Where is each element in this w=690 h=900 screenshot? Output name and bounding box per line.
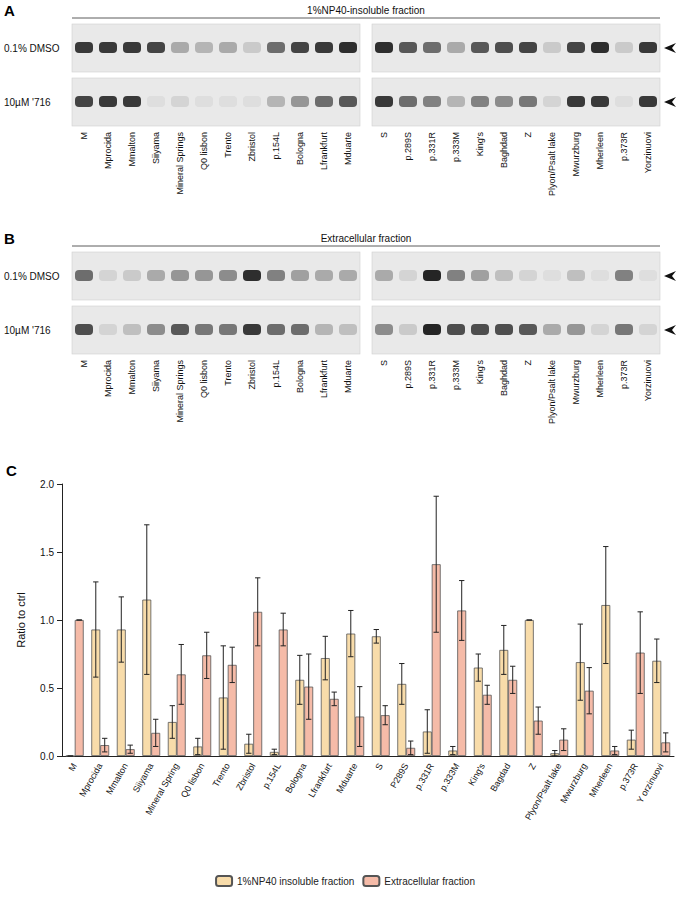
svg-text:Baghdad: Baghdad [499, 360, 509, 396]
svg-text:p.373R: p.373R [619, 360, 629, 390]
svg-text:Bologna: Bologna [295, 360, 305, 393]
svg-text:p.154L: p.154L [271, 360, 281, 388]
svg-text:Extracellular fraction: Extracellular fraction [384, 876, 475, 887]
svg-text:Baghdad: Baghdad [499, 132, 509, 168]
svg-text:Siiyama: Siiyama [131, 761, 156, 794]
svg-text:Mwurzburg: Mwurzburg [571, 360, 581, 405]
svg-text:Trento: Trento [211, 761, 232, 788]
svg-text:Mprocida: Mprocida [103, 132, 113, 169]
svg-text:M: M [79, 132, 89, 140]
svg-text:Mmalton: Mmalton [127, 132, 137, 167]
svg-text:Mduarte: Mduarte [343, 132, 353, 165]
svg-text:0.0: 0.0 [40, 751, 54, 762]
svg-text:Plyon/Psalt lake: Plyon/Psalt lake [523, 761, 564, 821]
svg-text:Lfrankfurt: Lfrankfurt [306, 761, 334, 799]
svg-text:1.0: 1.0 [40, 615, 54, 626]
svg-text:Mmalton: Mmalton [127, 360, 137, 395]
svg-text:2.0: 2.0 [40, 479, 54, 490]
svg-text:Plyon/Psalt lake: Plyon/Psalt lake [547, 360, 557, 424]
svg-text:Mherleen: Mherleen [595, 360, 605, 398]
svg-text:0.5: 0.5 [40, 683, 54, 694]
svg-text:Mprocida: Mprocida [103, 360, 113, 397]
svg-text:Lfrankfurt: Lfrankfurt [319, 360, 329, 399]
svg-text:p.289S: p.289S [403, 132, 413, 161]
svg-text:p.289S: p.289S [403, 360, 413, 389]
svg-text:King's: King's [466, 761, 487, 787]
svg-text:Siiyama: Siiyama [151, 132, 161, 164]
svg-text:Mduarte: Mduarte [334, 761, 359, 795]
svg-text:Q0 lisbon: Q0 lisbon [179, 761, 207, 799]
svg-text:Q0 lisbon: Q0 lisbon [199, 132, 209, 170]
svg-text:Zbristol: Zbristol [247, 360, 257, 390]
svg-text:p.373R: p.373R [617, 761, 640, 792]
svg-text:Mduarte: Mduarte [343, 360, 353, 393]
svg-text:M: M [67, 761, 79, 772]
svg-text:1%NP40-insoluble fraction: 1%NP40-insoluble fraction [307, 5, 425, 16]
svg-text:S: S [373, 761, 385, 771]
svg-text:Mwurzburg: Mwurzburg [558, 761, 589, 804]
svg-text:Mprocida: Mprocida [77, 761, 104, 798]
svg-text:Zbristol: Zbristol [247, 132, 257, 162]
svg-text:Lfrankfurt: Lfrankfurt [319, 132, 329, 171]
svg-text:1.5: 1.5 [40, 547, 54, 558]
svg-text:10µM '716: 10µM '716 [4, 325, 51, 336]
svg-text:p.373R: p.373R [619, 132, 629, 162]
svg-text:Y orzinuovi: Y orzinuovi [635, 761, 666, 804]
svg-text:Plyon/Psalt lake: Plyon/Psalt lake [547, 132, 557, 196]
svg-text:Ratio to ctrl: Ratio to ctrl [15, 592, 27, 648]
svg-text:Siiyama: Siiyama [151, 360, 161, 392]
svg-text:Mherleen: Mherleen [587, 761, 614, 798]
svg-text:Z: Z [527, 761, 539, 771]
svg-text:10µM '716: 10µM '716 [4, 97, 51, 108]
svg-text:Zbristol: Zbristol [234, 761, 257, 792]
svg-text:p.333M: p.333M [451, 132, 461, 162]
svg-text:p.154L: p.154L [271, 132, 281, 160]
svg-text:Trento: Trento [223, 360, 233, 386]
svg-text:Bologna: Bologna [295, 132, 305, 165]
svg-text:p.333M: p.333M [451, 360, 461, 390]
svg-text:Mineral Springs: Mineral Springs [175, 360, 185, 423]
svg-text:A: A [4, 2, 15, 19]
svg-text:p.331R: p.331R [413, 761, 436, 792]
svg-text:Bologna: Bologna [283, 761, 308, 795]
svg-text:Z: Z [523, 132, 533, 138]
svg-text:Trento: Trento [223, 132, 233, 158]
html-text:C: C [6, 462, 17, 479]
svg-text:0.1% DMSO: 0.1% DMSO [4, 271, 60, 282]
svg-text:B: B [4, 230, 15, 247]
svg-text:Yorzinuovi: Yorzinuovi [643, 132, 653, 173]
svg-text:Mineral Springs: Mineral Springs [175, 132, 185, 195]
svg-text:P289S: P289S [388, 761, 410, 789]
svg-text:King's: King's [475, 360, 485, 385]
svg-text:Q0 lisbon: Q0 lisbon [199, 360, 209, 398]
svg-text:M: M [79, 360, 89, 368]
svg-text:Bagdad: Bagdad [488, 761, 512, 793]
svg-text:p.331R: p.331R [427, 132, 437, 162]
svg-text:p.331R: p.331R [427, 360, 437, 390]
svg-text:1%NP40 insoluble fraction: 1%NP40 insoluble fraction [237, 876, 354, 887]
svg-text:S: S [379, 360, 389, 366]
svg-text:Mwurzburg: Mwurzburg [571, 132, 581, 177]
svg-text:King's: King's [475, 132, 485, 157]
svg-text:0.1% DMSO: 0.1% DMSO [4, 43, 60, 54]
svg-text:Z: Z [523, 360, 533, 366]
svg-text:S: S [379, 132, 389, 138]
svg-text:Mmalton: Mmalton [104, 761, 130, 796]
svg-text:Extracellular fraction: Extracellular fraction [321, 233, 412, 244]
svg-text:Mineral Spring: Mineral Spring [143, 761, 181, 816]
svg-text:p.154L: p.154L [261, 761, 283, 790]
svg-text:Yorzinuovi: Yorzinuovi [643, 360, 653, 401]
svg-text:p.333M: p.333M [438, 761, 462, 792]
svg-text:Mherleen: Mherleen [595, 132, 605, 170]
